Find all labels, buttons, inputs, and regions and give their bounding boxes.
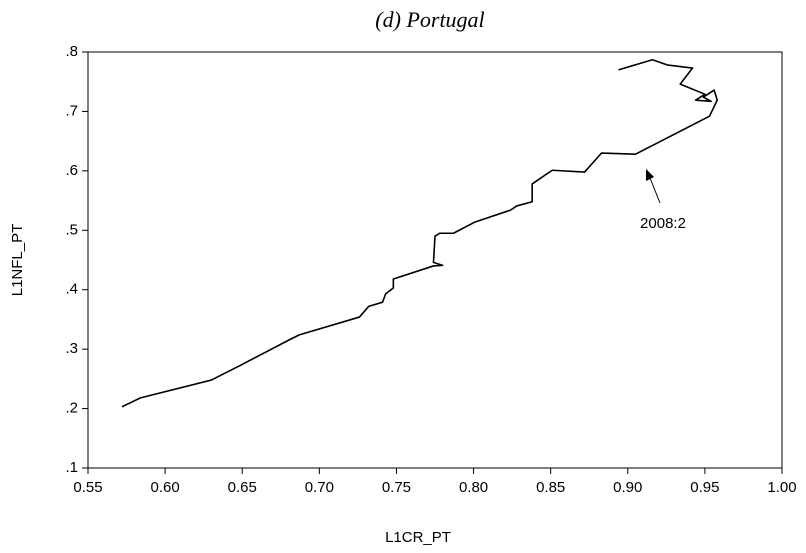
x-tick-label: 0.80 xyxy=(459,479,488,496)
annotation: 2008:2 xyxy=(640,215,686,232)
chart-title: (d) Portugal xyxy=(375,7,484,32)
plot-frame xyxy=(87,51,783,469)
y-tick-label: .2 xyxy=(65,400,78,417)
x-tick-label: 0.85 xyxy=(536,479,565,496)
annotation-arrow-line xyxy=(649,177,661,204)
y-tick-label: .7 xyxy=(65,102,78,119)
x-axis-title: L1CR_PT xyxy=(385,529,451,546)
y-tick-label: .1 xyxy=(65,459,78,476)
annotation-arrowhead xyxy=(646,169,654,181)
y-tick-label: .5 xyxy=(65,221,78,238)
x-tick-label: 0.75 xyxy=(382,479,411,496)
x-tick-label: 0.55 xyxy=(73,479,102,496)
x-tick-label: 0.60 xyxy=(151,479,180,496)
y-tick-label: .4 xyxy=(65,281,78,298)
y-tick-label: .6 xyxy=(65,162,78,179)
y-tick-label: .8 xyxy=(65,43,78,60)
x-tick-label: 0.90 xyxy=(613,479,642,496)
x-tick-label: 1.00 xyxy=(767,479,796,496)
y-tick-label: .3 xyxy=(65,340,78,357)
x-tick-label: 0.70 xyxy=(305,479,334,496)
x-tick-label: 0.95 xyxy=(690,479,719,496)
y-axis-title: L1NFL_PT xyxy=(9,224,26,297)
x-tick-label: 0.65 xyxy=(228,479,257,496)
data-line xyxy=(121,58,719,408)
